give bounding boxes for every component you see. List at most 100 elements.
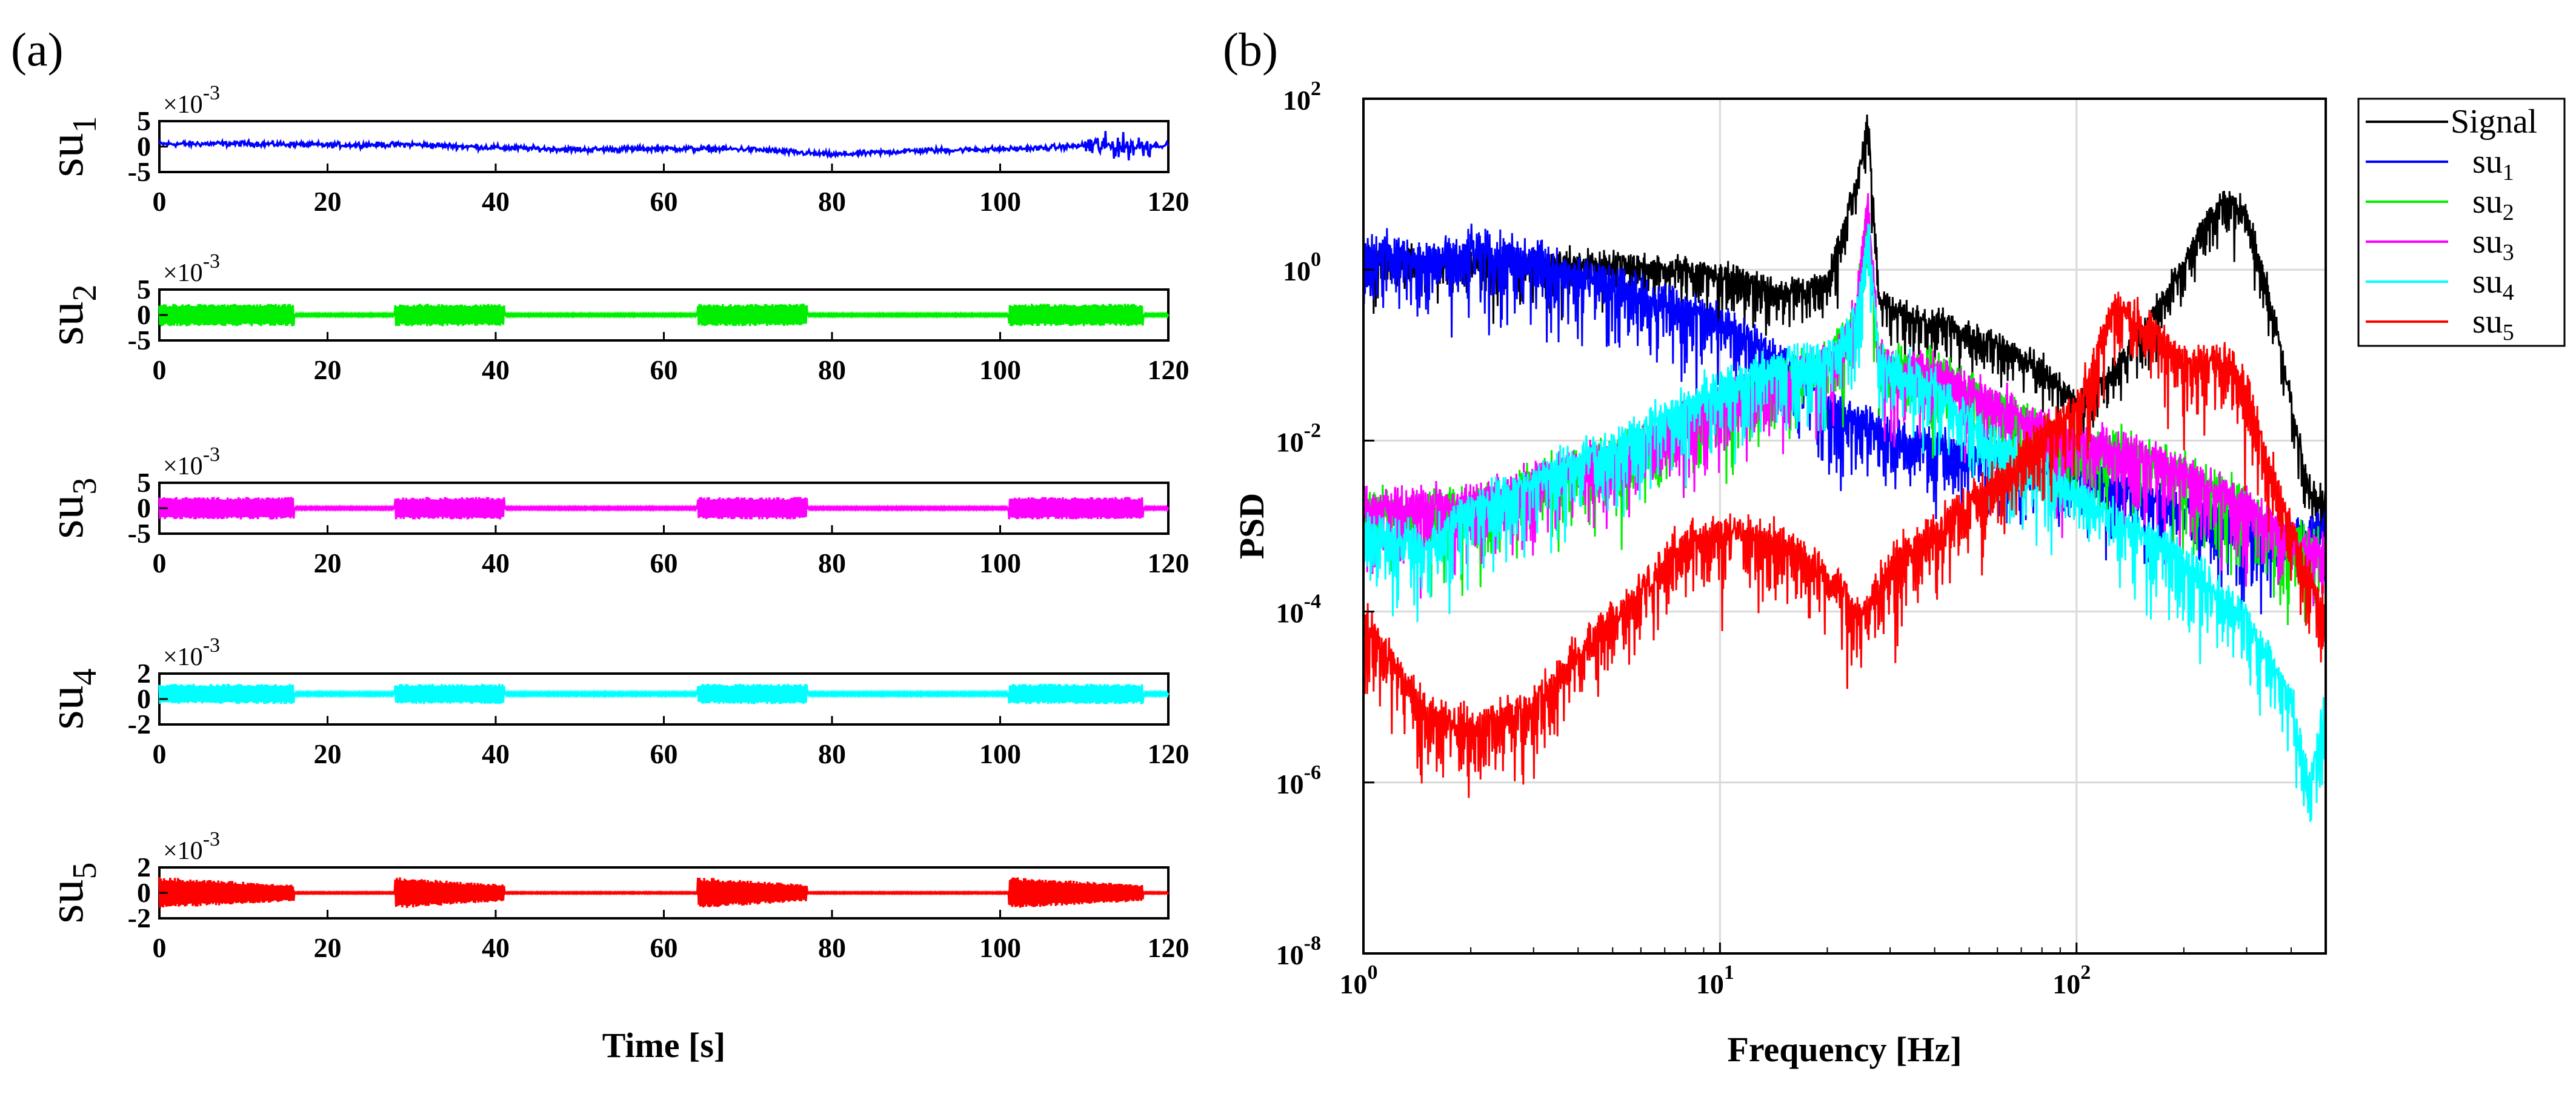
legend-sub: 2 [2503, 200, 2514, 225]
tick-exponent: 2 [1311, 78, 1321, 100]
x-tick-label: 102 [2052, 961, 2091, 999]
legend-label: su4 [2472, 263, 2514, 305]
y-label-main: su [38, 133, 93, 177]
x-tick-label: 0 [153, 738, 167, 769]
scale-exponent: -3 [203, 828, 220, 850]
tick-exponent: 1 [1724, 961, 1734, 984]
x-tick-label: 40 [482, 932, 510, 963]
x-tick-label: 20 [314, 738, 342, 769]
scale-exponent: -3 [203, 250, 220, 273]
y-tick-label: 10-2 [1276, 419, 1321, 457]
tick-exponent: -4 [1304, 591, 1321, 613]
y-label-sub: 2 [66, 285, 104, 302]
x-tick-label: 60 [650, 354, 678, 385]
tick-base: 10 [1696, 969, 1724, 999]
y-tick-label: 10-4 [1276, 591, 1321, 629]
legend-sub: 4 [2503, 280, 2514, 305]
y-tick-label: 2 [137, 658, 151, 689]
tick-base: 10 [1276, 426, 1304, 457]
trace-su5 [158, 877, 1170, 908]
x-tick-label: 60 [650, 738, 678, 769]
y-tick-label: 10-6 [1276, 761, 1321, 800]
y-tick-label: 0 [137, 683, 151, 714]
panel-b-label: (b) [1223, 23, 1278, 76]
scale-factor: ×10-3 [163, 82, 220, 119]
y-tick-label: 5 [137, 274, 151, 305]
scale-exponent: -3 [203, 82, 220, 104]
x-tick-label: 100 [979, 738, 1021, 769]
x-tick-label: 20 [314, 186, 342, 217]
legend-sub: 3 [2503, 240, 2514, 265]
y-tick-label: 5 [137, 105, 151, 136]
y-label-main: su [38, 302, 93, 346]
y-label-sub: 5 [66, 863, 104, 880]
legend-main: su [2472, 143, 2503, 181]
y-tick-label: 102 [1283, 78, 1321, 116]
x-tick-label: 100 [979, 354, 1021, 385]
y-tick-label: -2 [128, 903, 151, 933]
y-tick-label: 0 [137, 877, 151, 908]
trace-su3 [158, 497, 1170, 520]
y-axis-label: PSD [1232, 493, 1271, 560]
x-tick-label: 120 [1148, 186, 1190, 217]
y-axis-label: su5 [38, 863, 104, 924]
legend-main: su [2472, 303, 2503, 340]
x-tick-label: 101 [1696, 961, 1734, 999]
x-tick-label: 80 [818, 932, 846, 963]
y-tick-label: -5 [128, 518, 151, 549]
x-tick-label: 40 [482, 354, 510, 385]
legend-label: su3 [2472, 223, 2514, 265]
legend-label: su1 [2472, 143, 2514, 185]
y-tick-label: -5 [128, 156, 151, 187]
panel-a-label: (a) [11, 23, 64, 76]
psd-axes-box [1362, 98, 2327, 955]
x-tick-label: 100 [979, 932, 1021, 963]
y-tick-label: 100 [1283, 248, 1321, 287]
y-tick-label: 5 [137, 467, 151, 498]
x-tick-label: 0 [153, 186, 167, 217]
legend-main: su [2472, 183, 2503, 220]
y-tick-label: 2 [137, 852, 151, 883]
x-tick-label: 100 [979, 186, 1021, 217]
y-axis-label: su3 [38, 478, 104, 539]
scale-factor: ×10-3 [163, 634, 220, 671]
trace-su4 [158, 683, 1170, 704]
y-label-sub: 3 [66, 478, 104, 495]
tick-exponent: -6 [1304, 761, 1321, 784]
psd-series-su5 [1362, 291, 2327, 798]
tick-exponent: 0 [1311, 248, 1321, 271]
tick-base: 10 [1276, 598, 1304, 629]
x-tick-label: 100 [979, 548, 1021, 578]
psd-series-su4 [1362, 224, 2327, 822]
legend-main: su [2472, 263, 2503, 300]
x-tick-label: 60 [650, 932, 678, 963]
y-label-sub: 4 [66, 669, 104, 686]
scale-factor: ×10-3 [163, 828, 220, 865]
y-tick-label: 0 [137, 299, 151, 330]
legend-sub: 5 [2503, 320, 2514, 345]
legend-sub: 1 [2503, 160, 2514, 185]
tick-exponent: -2 [1304, 419, 1321, 442]
x-tick-label: 20 [314, 548, 342, 578]
x-axis-label: Time [s] [602, 1026, 726, 1065]
trace-su1 [158, 131, 1170, 161]
x-tick-label: 0 [153, 548, 167, 578]
x-tick-label: 120 [1148, 738, 1190, 769]
x-tick-label: 40 [482, 186, 510, 217]
tick-base: 10 [1276, 940, 1304, 970]
tick-base: 10 [1283, 85, 1311, 116]
x-tick-label: 80 [818, 738, 846, 769]
x-tick-label: 120 [1148, 932, 1190, 963]
legend-label: su2 [2472, 183, 2514, 225]
y-label-main: su [38, 686, 93, 730]
x-tick-label: 60 [650, 186, 678, 217]
y-label-sub: 1 [66, 116, 104, 133]
x-tick-label: 40 [482, 548, 510, 578]
